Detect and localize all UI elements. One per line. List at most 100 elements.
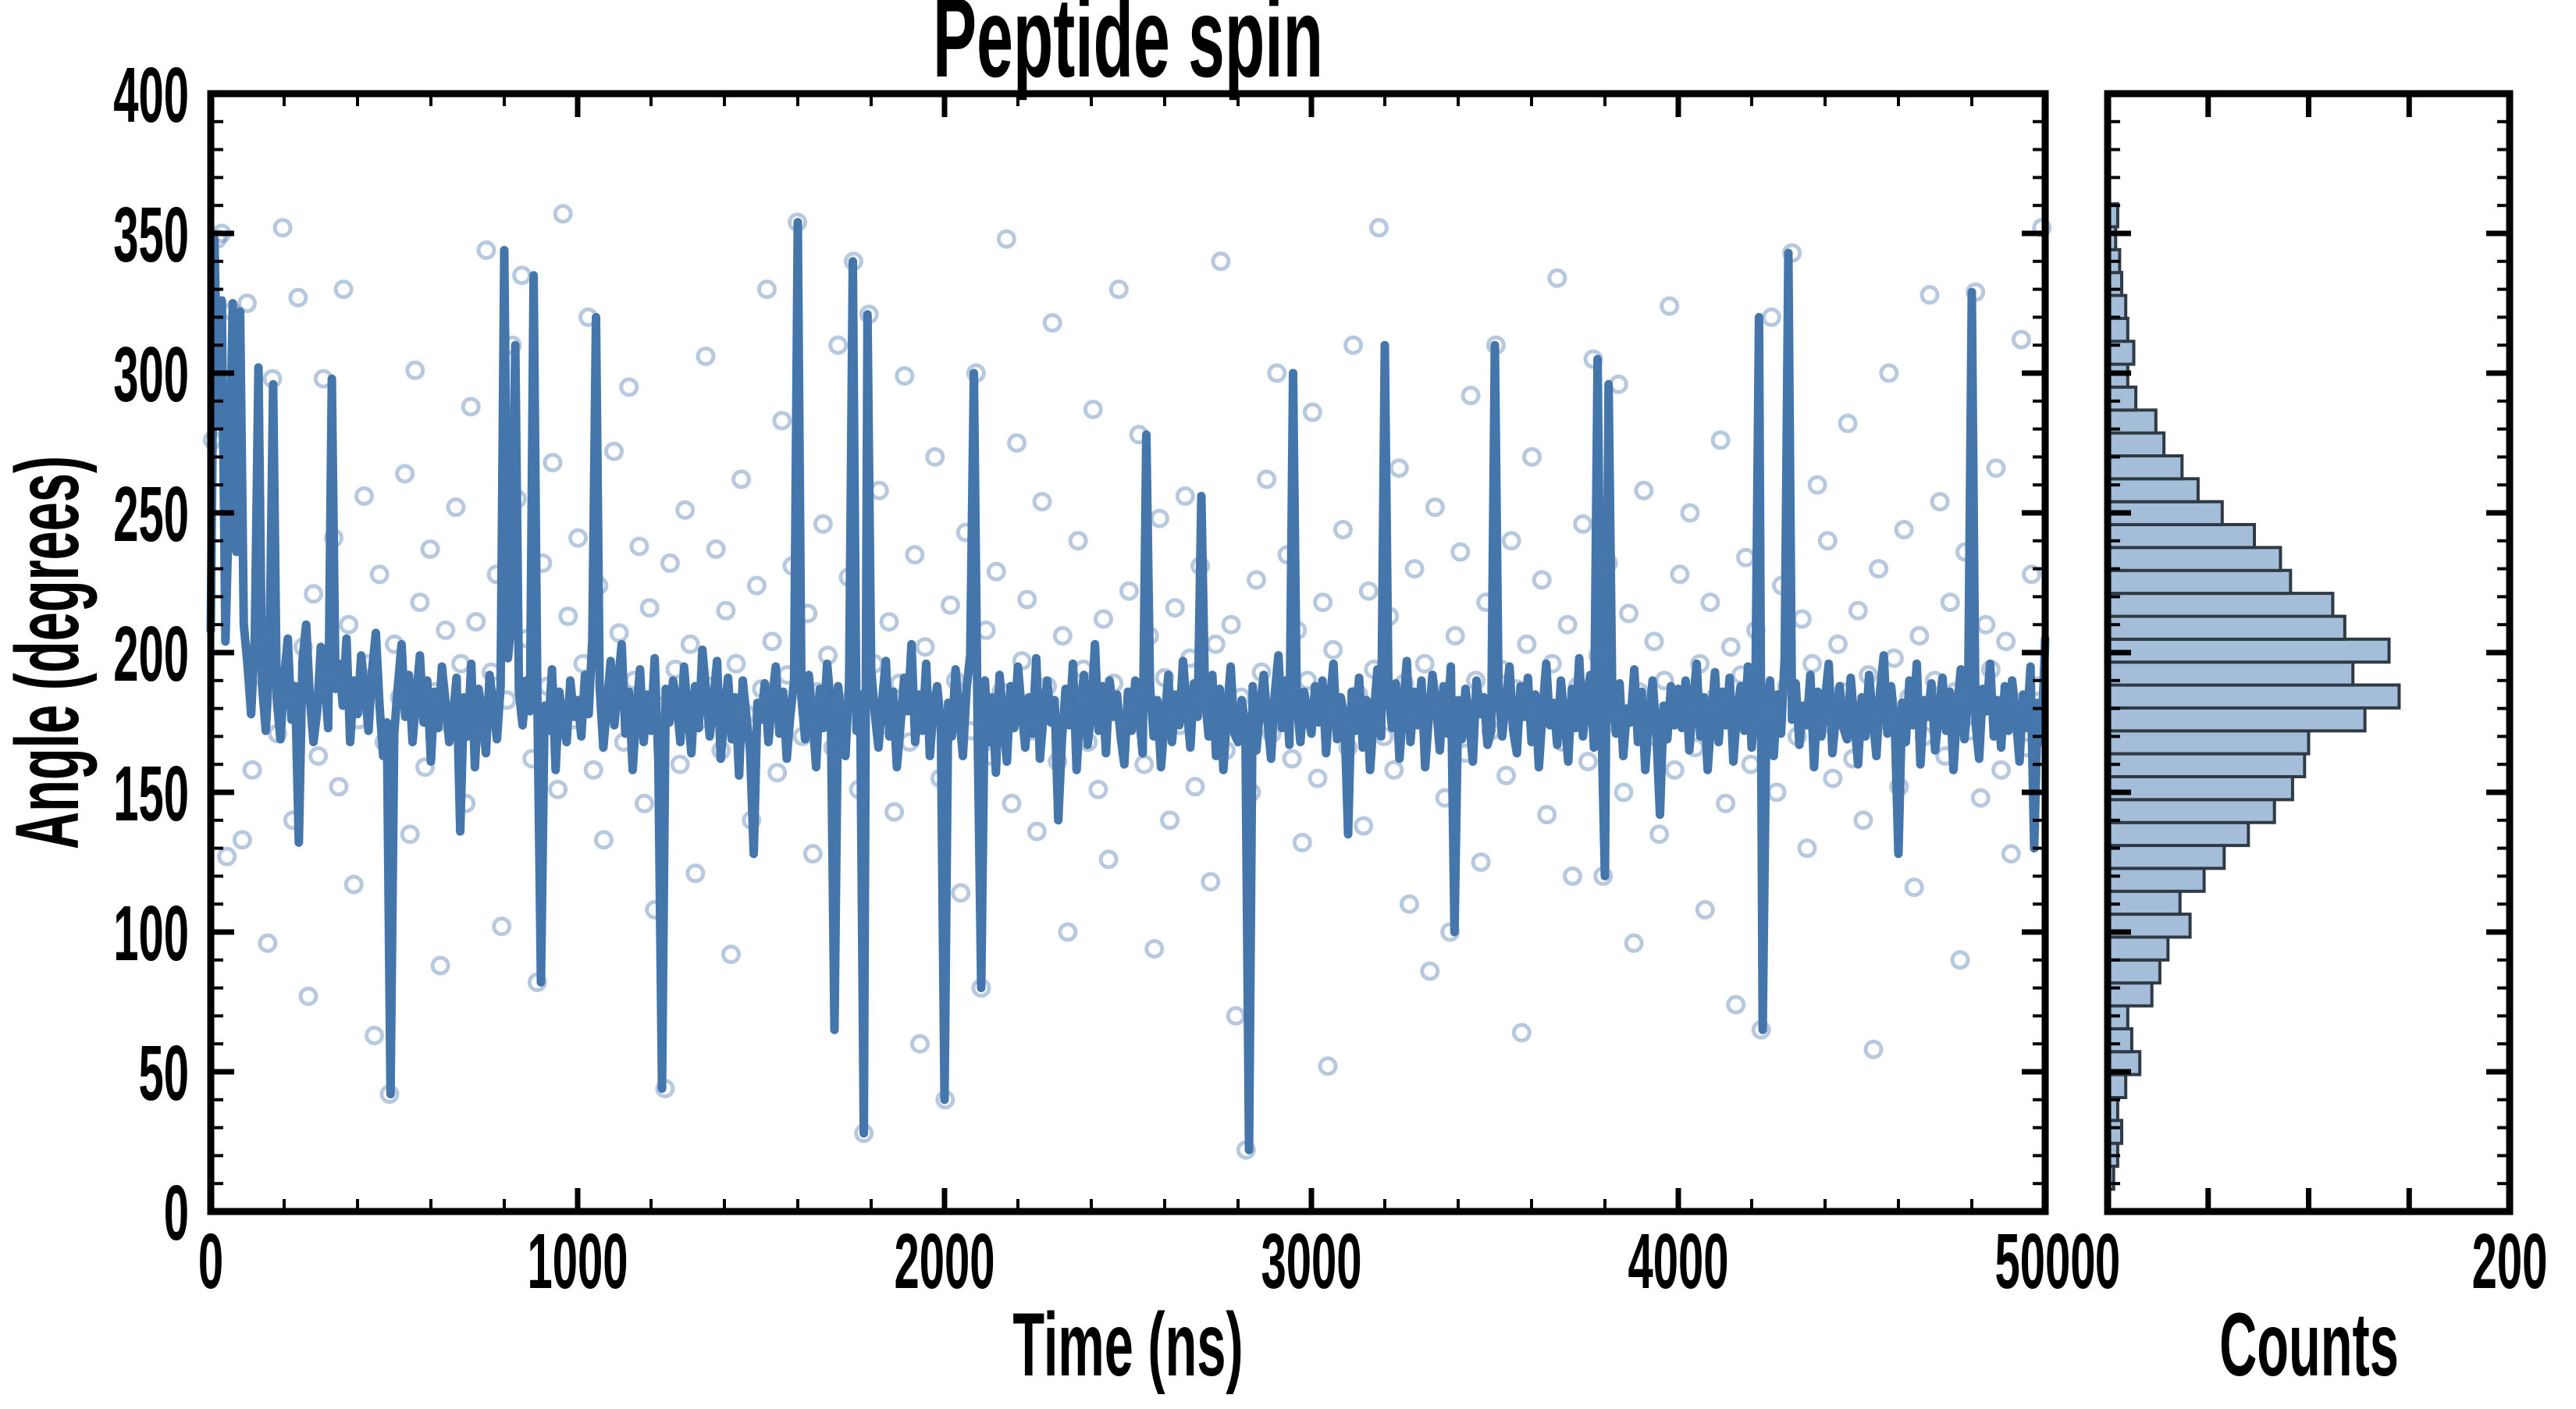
scatter-point — [660, 553, 680, 573]
scatter-point — [1817, 531, 1838, 551]
scatter-point — [1124, 690, 1144, 710]
scatter-point — [283, 810, 303, 831]
scatter-point — [1231, 687, 1251, 707]
scatter-point — [624, 671, 644, 691]
histogram-x-tick-label: 0 — [2095, 1218, 2120, 1305]
scatter-point — [354, 486, 374, 506]
scatter-point — [895, 366, 915, 386]
scatter-point — [1950, 950, 1970, 970]
scatter-point — [1996, 632, 2016, 652]
scatter-point — [1914, 726, 1934, 746]
scatter-point — [1002, 793, 1022, 813]
scatter-point — [1400, 894, 1419, 914]
scatter-point — [1134, 754, 1155, 774]
y-tick-label: 0 — [164, 1169, 189, 1257]
scatter-point — [833, 692, 853, 713]
scatter-point — [925, 447, 945, 467]
scatter-point — [1685, 738, 1706, 758]
scatter-point — [2001, 844, 2021, 864]
scatter-point — [619, 377, 639, 397]
scatter-point — [242, 760, 262, 780]
scatter-point — [1563, 866, 1583, 886]
scatter-point — [991, 681, 1012, 702]
scatter-point — [1716, 793, 1736, 813]
scatter-point — [772, 411, 792, 431]
scatter-point — [476, 240, 496, 260]
scatter-points-group — [202, 204, 2052, 1160]
scatter-point — [1767, 782, 1787, 802]
scatter-point — [1966, 282, 1986, 302]
scatter-point — [711, 740, 731, 760]
scatter-point — [1573, 514, 1593, 534]
scatter-point — [247, 665, 268, 685]
y-tick-label: 200 — [113, 610, 189, 698]
scatter-point — [1088, 779, 1108, 799]
scatter-point — [767, 763, 788, 783]
scatter-point — [777, 665, 797, 685]
histogram-bar — [2106, 844, 2226, 870]
scatter-point — [1348, 685, 1368, 705]
scatter-point — [538, 676, 557, 696]
scatter-point — [365, 1026, 385, 1045]
scatter-point — [385, 634, 404, 654]
scatter-point — [1073, 660, 1094, 679]
scatter-point — [339, 614, 359, 635]
scatter-point — [1593, 866, 1614, 886]
scatter-point — [1583, 349, 1603, 369]
scatter-point — [1511, 1023, 1532, 1043]
scatter-point — [1425, 497, 1445, 518]
scatter-point — [1619, 603, 1639, 624]
y-tick-label: 400 — [113, 52, 189, 139]
histogram-bar — [2106, 637, 2391, 664]
scatter-point — [446, 497, 466, 518]
scatter-point — [1165, 598, 1185, 618]
scatter-point — [1869, 559, 1889, 579]
scatter-point — [1772, 575, 1791, 596]
x-tick-label: 1000 — [528, 1218, 628, 1305]
scatter-point — [395, 464, 415, 484]
scatter-point — [1909, 626, 1930, 646]
scatter-point — [1195, 681, 1215, 702]
scatter-point — [1889, 777, 1909, 797]
scatter-point — [1292, 832, 1312, 852]
scatter-point — [1379, 607, 1400, 626]
scatter-point — [1160, 810, 1180, 831]
scatter-point — [951, 883, 971, 903]
scatter-point — [1175, 486, 1195, 506]
scatter-point — [726, 653, 746, 674]
scatter-point — [390, 687, 410, 707]
scatter-point — [1216, 740, 1236, 760]
scatter-point — [1726, 994, 1746, 1015]
scatter-point — [1838, 413, 1858, 433]
scatter-point — [1078, 732, 1098, 753]
scatter-point — [1813, 715, 1833, 735]
scatter-point — [1037, 676, 1058, 696]
scatter-point — [1094, 609, 1113, 629]
scatter-point — [1991, 760, 2012, 780]
scatter-point — [746, 575, 767, 596]
y-tick-label: 350 — [113, 191, 189, 279]
scatter-point — [986, 561, 1006, 582]
scatter-point — [905, 545, 925, 565]
scatter-point — [716, 600, 736, 621]
scatter-point — [802, 844, 823, 864]
scatter-point — [675, 500, 696, 520]
scatter-point — [568, 528, 588, 548]
scatter-point — [629, 536, 649, 557]
scatter-point — [1720, 637, 1741, 657]
scatter-point — [1129, 425, 1149, 445]
scatter-point — [1736, 547, 1756, 568]
histogram-bar — [2106, 568, 2293, 596]
scatter-point — [645, 899, 665, 920]
scatter-point — [1287, 620, 1308, 640]
scatter-point — [482, 662, 501, 682]
scatter-point — [1791, 609, 1812, 629]
scatter-point — [578, 307, 599, 327]
scatter-point — [884, 802, 905, 822]
scatter-point — [1904, 877, 1924, 898]
scatter-point — [1318, 1056, 1338, 1076]
scatter-point — [1170, 715, 1190, 735]
scatter-point — [1899, 687, 1920, 707]
scatter-point — [324, 528, 343, 548]
scatter-point — [1471, 852, 1491, 872]
